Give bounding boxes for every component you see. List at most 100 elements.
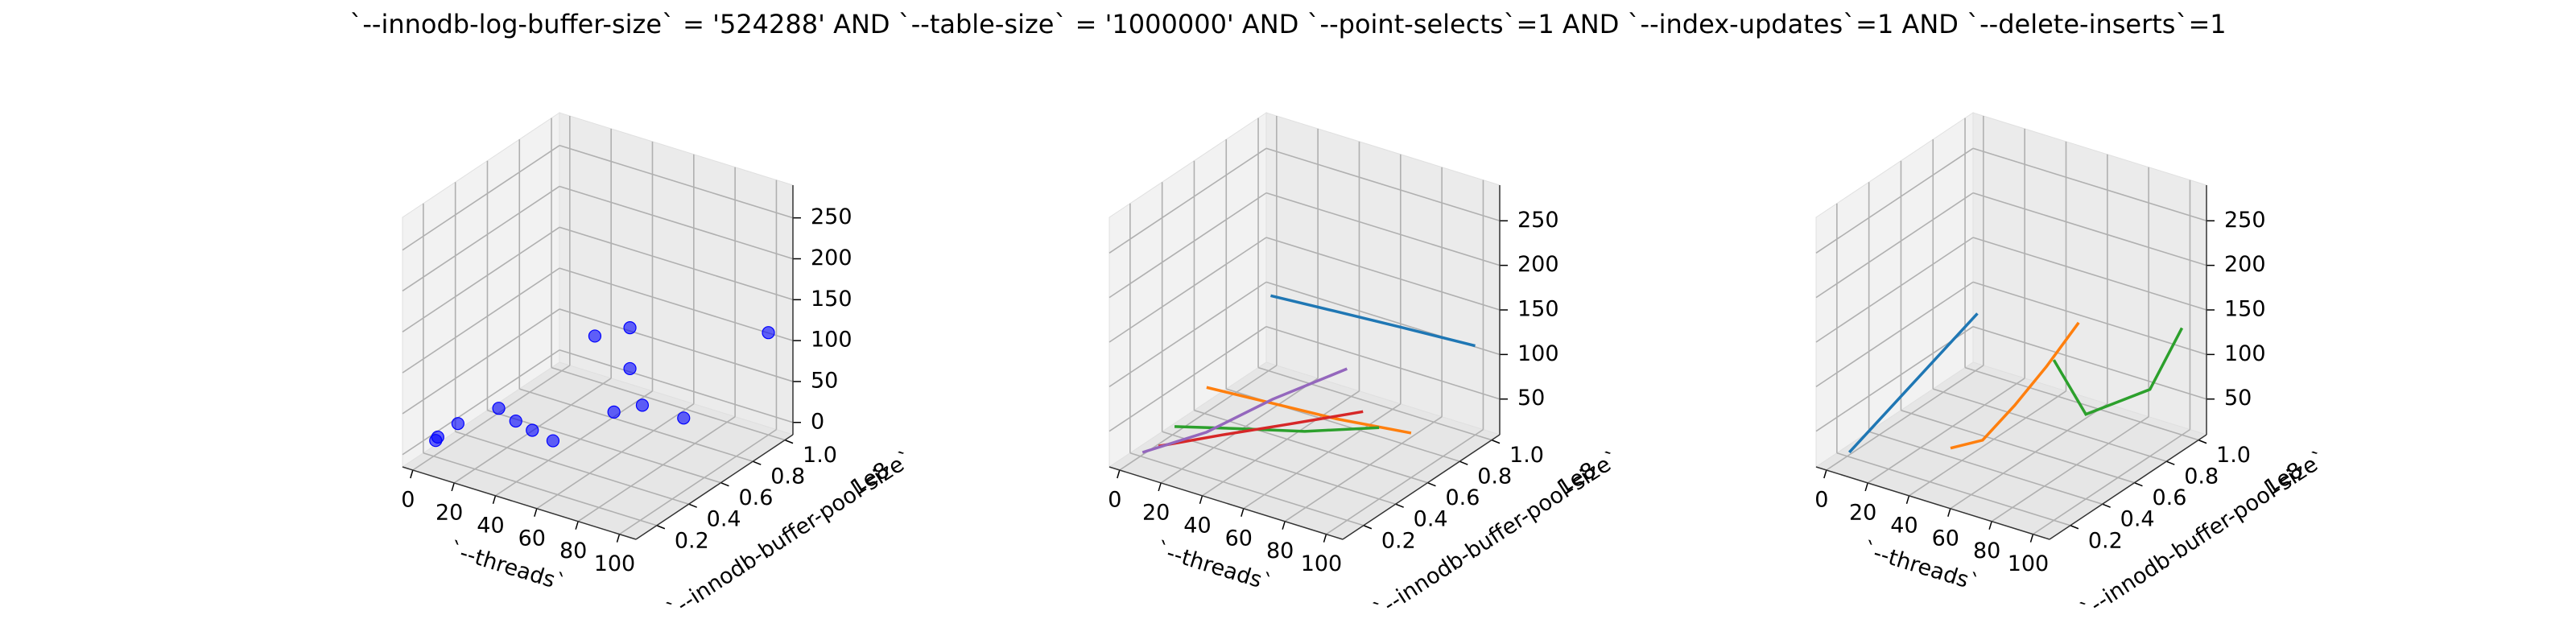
- axis-line: [1342, 434, 1501, 540]
- z-tick-label: 100: [2224, 341, 2266, 366]
- grid-line: [1991, 416, 2149, 522]
- x-tick-label: 0: [1814, 487, 1828, 512]
- tick-mark: [575, 521, 579, 530]
- grid-line: [1815, 192, 1974, 299]
- grid-line: [402, 226, 560, 332]
- grid-line: [559, 226, 794, 301]
- x-tick-label: 60: [1225, 526, 1253, 551]
- axis-line: [1108, 466, 1344, 540]
- point: [492, 402, 506, 415]
- grid-line: [1909, 390, 2066, 497]
- y-tick-label: 1.0: [1509, 443, 1544, 468]
- tick-mark: [1241, 508, 1245, 517]
- point: [635, 398, 650, 412]
- grid-line: [1108, 326, 1267, 432]
- grid-line: [487, 409, 721, 484]
- tick-mark: [534, 508, 538, 517]
- axis-line: [635, 434, 794, 540]
- z-tick-label: 150: [811, 287, 852, 312]
- grid-line: [1826, 365, 1984, 471]
- x-tick-label: 0: [1108, 487, 1121, 512]
- grid-line: [559, 308, 794, 382]
- figure-title: `--innodb-log-buffer-size` = '524288' AN…: [349, 9, 2226, 39]
- z-tick-label: 150: [1517, 297, 1559, 322]
- tick-mark: [1199, 495, 1203, 505]
- grid-line: [1972, 192, 2207, 266]
- x-tick-label: 20: [436, 500, 463, 525]
- grid-line: [455, 431, 689, 505]
- z-tick-label: 100: [811, 328, 852, 353]
- axis-line: [402, 466, 637, 540]
- point: [607, 405, 621, 419]
- subplot: 0 20 40 60 80 100 0.20.40.60.81.0 0 50 100 150 200 2…: [401, 112, 918, 623]
- y-tick-label: 0.4: [707, 507, 741, 532]
- line: [1158, 410, 1364, 448]
- grid-line: [1194, 409, 1428, 484]
- grid-line: [619, 428, 777, 535]
- line: [1270, 294, 1476, 348]
- x-axis-label: `--threads`: [446, 537, 568, 596]
- z-tick-label: 250: [2224, 208, 2266, 233]
- tick-mark: [1395, 503, 1404, 508]
- line: [1206, 386, 1412, 435]
- axis-line: [1815, 466, 2050, 540]
- grid-line: [1243, 403, 1402, 510]
- y-tick-label: 0.6: [1445, 485, 1480, 510]
- grid-line: [1815, 326, 1974, 432]
- x-axis-label: `--threads`: [1860, 537, 1982, 596]
- grid-line: [402, 267, 560, 374]
- grid-line: [1933, 388, 2167, 462]
- grid-line: [559, 349, 794, 423]
- z-tick-label: 100: [1517, 341, 1559, 366]
- tick-mark: [1427, 481, 1436, 487]
- tick-mark: [1323, 534, 1327, 543]
- tick-mark: [1864, 482, 1868, 492]
- grid-line: [1868, 431, 2103, 505]
- point: [588, 329, 602, 343]
- grid-line: [1815, 281, 1974, 388]
- z-tick-label: 200: [2224, 252, 2266, 277]
- y-tick-label: 0.8: [2184, 464, 2219, 489]
- y-tick-label: 0.2: [2088, 528, 2123, 553]
- grid-line: [559, 144, 794, 219]
- grid-line: [559, 185, 794, 260]
- tick-mark: [752, 460, 762, 465]
- y-tick-label: 0.4: [1414, 507, 1448, 532]
- point: [762, 326, 775, 340]
- grid-line: [1836, 452, 2071, 526]
- tick-mark: [1363, 525, 1373, 530]
- tick-mark: [1282, 521, 1286, 530]
- y-tick-label: 0.8: [770, 464, 805, 489]
- grid-line: [1284, 416, 1443, 522]
- grid-line: [402, 185, 560, 292]
- tick-mark: [1947, 508, 1951, 517]
- tick-mark: [688, 503, 697, 508]
- tick-mark: [616, 534, 621, 543]
- grid-line: [1972, 281, 2207, 356]
- line: [1847, 312, 1979, 454]
- y-tick-label: 0.2: [1381, 528, 1416, 553]
- line: [2052, 327, 2184, 416]
- grid-line: [1815, 147, 1974, 254]
- y-tick-label: 0.4: [2120, 507, 2155, 532]
- x-tick-label: 100: [594, 551, 636, 576]
- z-tick-label: 250: [1517, 208, 1559, 233]
- point: [677, 411, 691, 425]
- tick-mark: [2070, 525, 2079, 530]
- x-axis-label: `--threads`: [1153, 537, 1275, 596]
- tick-mark: [1988, 521, 1992, 530]
- point: [623, 321, 637, 335]
- y-tick-label: 0.6: [738, 485, 773, 510]
- grid-line: [536, 403, 695, 510]
- tick-mark: [784, 439, 794, 444]
- z-tick-label: 250: [811, 204, 852, 229]
- tick-mark: [1158, 482, 1162, 492]
- y-tick-label: 1.0: [803, 443, 837, 468]
- x-tick-label: 0: [401, 487, 415, 512]
- point: [546, 434, 560, 448]
- axis-line: [2049, 434, 2207, 540]
- grid-line: [495, 390, 653, 497]
- grid-line: [1265, 237, 1501, 311]
- grid-line: [1129, 452, 1364, 526]
